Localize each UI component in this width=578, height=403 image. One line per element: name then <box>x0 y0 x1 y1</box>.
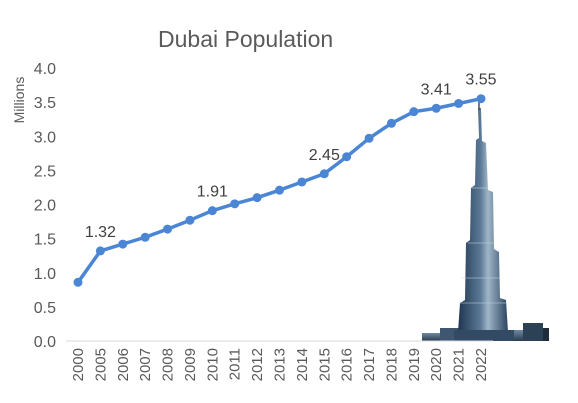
data-label: 3.55 <box>465 72 496 89</box>
data-point <box>252 193 262 203</box>
data-point <box>386 118 396 128</box>
data-label: 1.32 <box>85 224 116 241</box>
x-tick-label: 2009 <box>182 348 199 381</box>
x-tick-label: 2000 <box>70 348 87 381</box>
x-tick-label: 2021 <box>451 348 468 381</box>
x-tick-label: 2013 <box>272 348 289 381</box>
y-tick-label: 2.5 <box>34 163 56 180</box>
data-point <box>476 94 486 104</box>
y-tick-label: 3.0 <box>34 129 56 146</box>
x-tick-label: 2020 <box>428 348 445 381</box>
data-point <box>73 277 83 287</box>
data-point <box>230 199 240 209</box>
x-tick-label: 2007 <box>137 348 154 381</box>
data-point <box>409 107 419 117</box>
data-point <box>163 224 173 234</box>
y-tick-label: 3.5 <box>34 95 56 112</box>
data-point <box>431 103 441 113</box>
data-label: 1.91 <box>197 184 228 201</box>
data-point <box>118 239 128 249</box>
x-tick-label: 2015 <box>316 348 333 381</box>
data-point <box>95 246 105 256</box>
x-tick-label: 2008 <box>160 348 177 381</box>
data-point <box>454 98 464 108</box>
data-point <box>319 169 329 179</box>
y-tick-label: 1.5 <box>34 232 56 249</box>
x-tick-label: 2006 <box>115 348 132 381</box>
y-axis-label: Millions <box>11 77 27 124</box>
data-point <box>140 232 150 242</box>
data-point <box>275 185 284 195</box>
x-tick-label: 2017 <box>361 348 378 381</box>
burj-khalifa-image <box>422 100 549 341</box>
chart-title: Dubai Population <box>158 26 334 52</box>
x-tick-label: 2011 <box>227 348 244 380</box>
x-tick-label: 2018 <box>383 348 400 381</box>
x-tick-label: 2016 <box>339 348 356 381</box>
x-tick-label: 2022 <box>473 348 490 381</box>
data-point <box>342 152 352 162</box>
y-tick-label: 2.0 <box>34 198 56 215</box>
y-tick-label: 0.0 <box>34 334 56 351</box>
x-tick-label: 2012 <box>249 348 266 381</box>
data-point <box>364 133 374 143</box>
data-point <box>185 215 195 225</box>
x-tick-label: 2019 <box>406 348 423 381</box>
x-tick-label: 2010 <box>204 348 221 381</box>
data-label: 2.45 <box>309 147 340 164</box>
y-tick-label: 1.0 <box>34 266 56 283</box>
data-point <box>207 206 217 216</box>
data-label: 3.41 <box>421 81 452 98</box>
data-point <box>297 177 307 187</box>
y-tick-label: 0.5 <box>34 300 56 317</box>
x-tick-label: 2005 <box>92 348 109 381</box>
y-tick-label: 4.0 <box>34 61 56 78</box>
x-tick-label: 2014 <box>294 348 311 381</box>
